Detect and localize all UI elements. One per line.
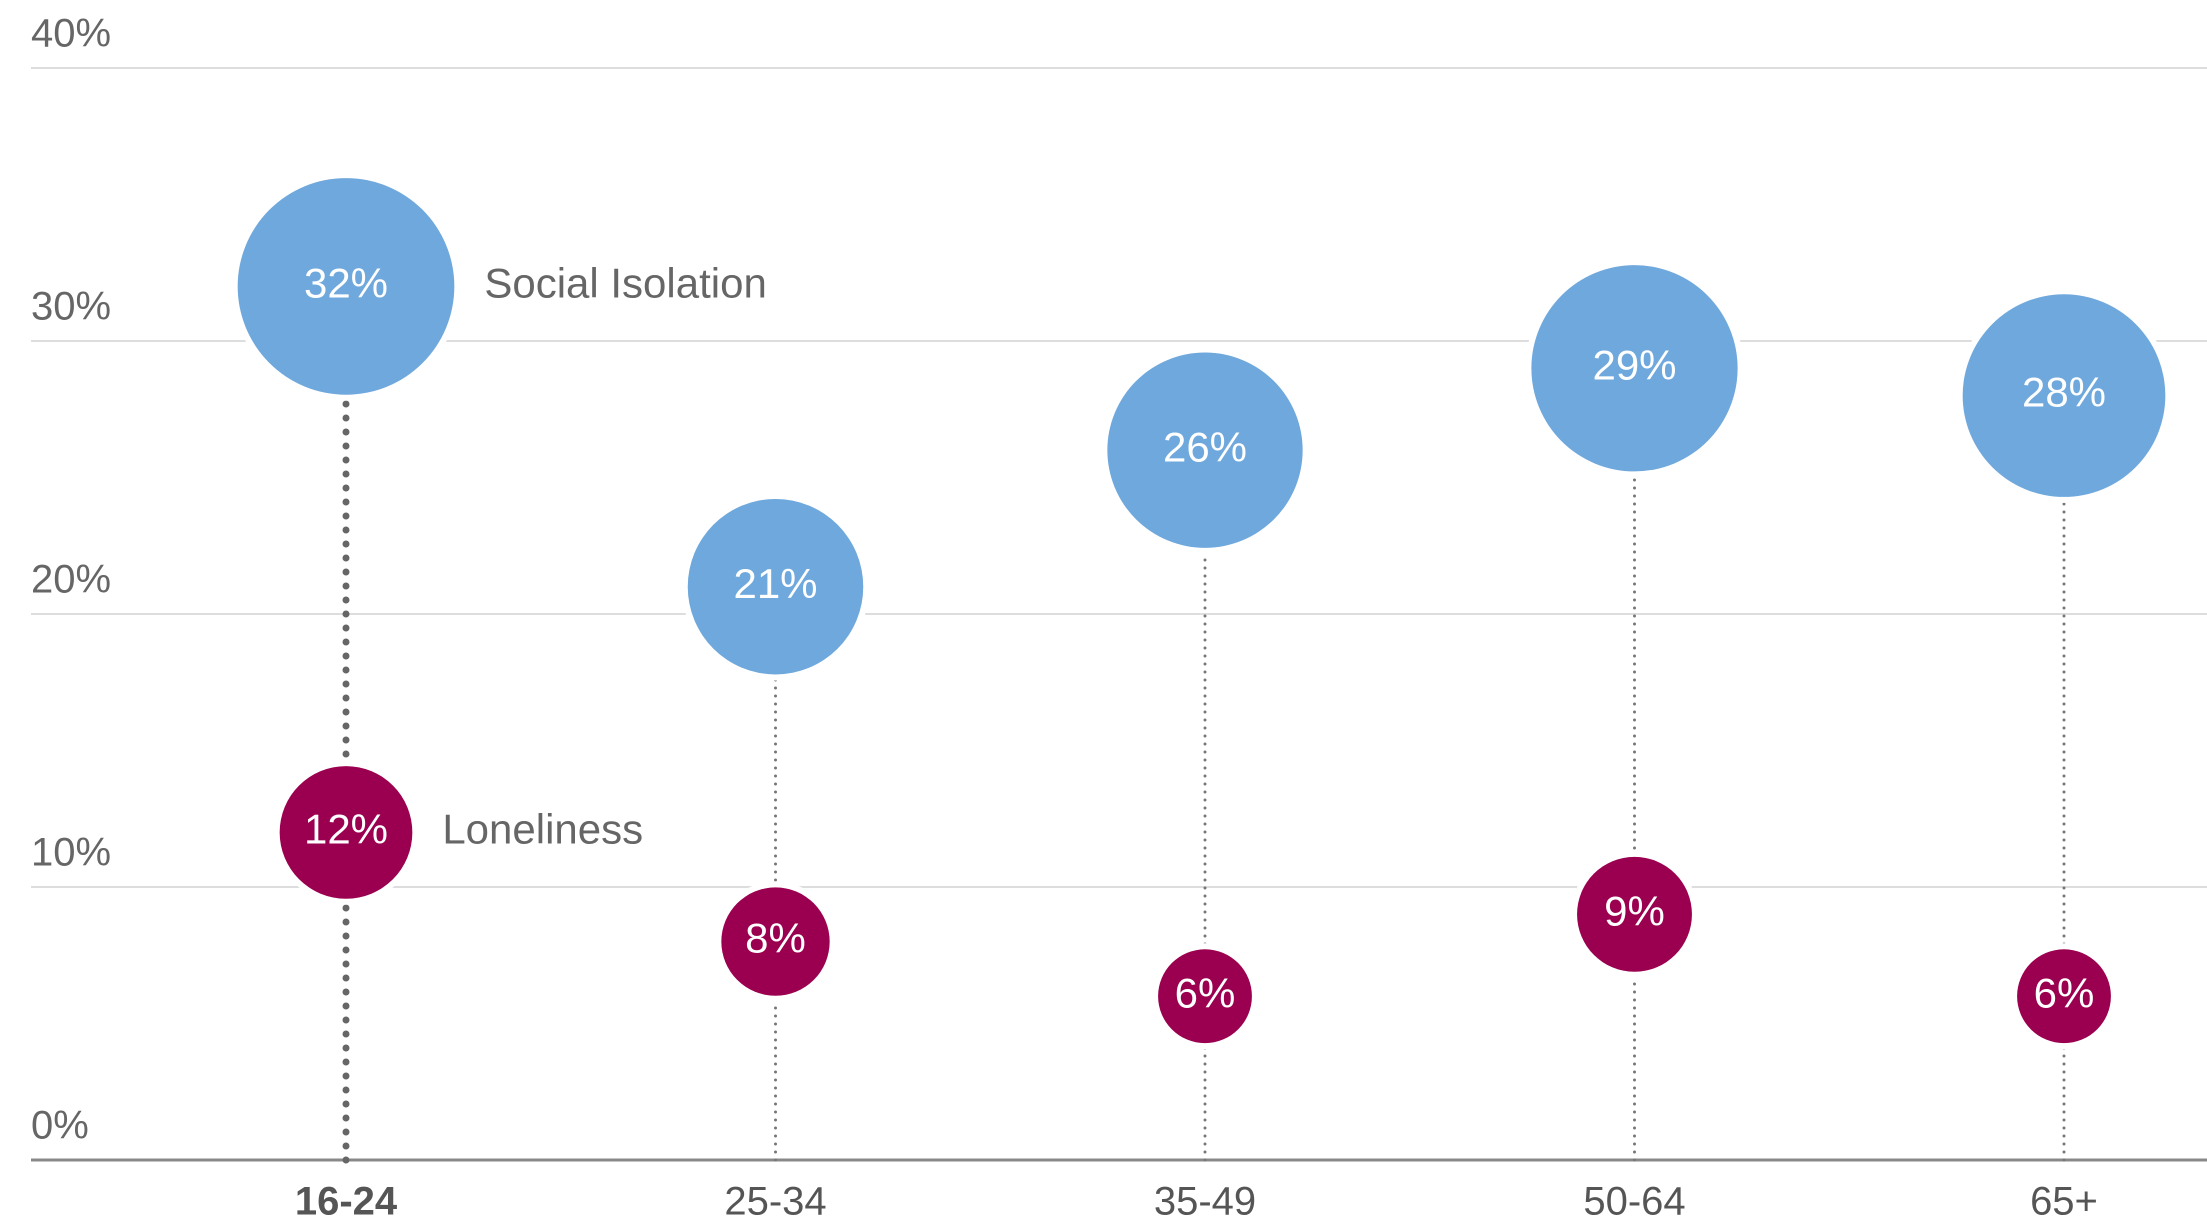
data-label: 21%: [733, 560, 817, 607]
x-tick-label: 35-49: [1154, 1180, 1256, 1224]
bubble: [721, 887, 830, 996]
y-tick-label: 0%: [31, 1104, 89, 1148]
bubble: [687, 498, 864, 675]
x-tick-label: 16-24: [295, 1180, 398, 1224]
data-label: 9%: [1604, 887, 1665, 934]
bubble: [237, 178, 455, 395]
data-label: 26%: [1163, 423, 1247, 470]
x-tick-label: 50-64: [1583, 1180, 1685, 1224]
data-label: 6%: [1175, 969, 1236, 1016]
y-tick-label: 20%: [31, 558, 111, 602]
data-label: 6%: [2034, 969, 2095, 1016]
data-label: 28%: [2022, 369, 2106, 416]
series-label: Social Isolation: [484, 259, 766, 306]
bubble: [1158, 949, 1252, 1044]
bubble: [279, 766, 413, 899]
series-label: Loneliness: [442, 805, 643, 852]
y-tick-label: 30%: [31, 285, 111, 329]
bubble: [1962, 294, 2166, 497]
y-tick-label: 10%: [31, 831, 111, 875]
data-label: 32%: [304, 259, 388, 306]
data-label: 29%: [1592, 341, 1676, 388]
y-tick-label: 40%: [31, 12, 111, 56]
bubble: [1107, 352, 1303, 548]
x-tick-label: 25-34: [724, 1180, 826, 1224]
x-tick-label: 65+: [2030, 1180, 2098, 1224]
data-label: 8%: [745, 915, 806, 962]
data-label: 12%: [304, 805, 388, 852]
bubble: [1531, 265, 1738, 472]
bubble: [2017, 949, 2111, 1044]
bubble: [1577, 856, 1692, 972]
